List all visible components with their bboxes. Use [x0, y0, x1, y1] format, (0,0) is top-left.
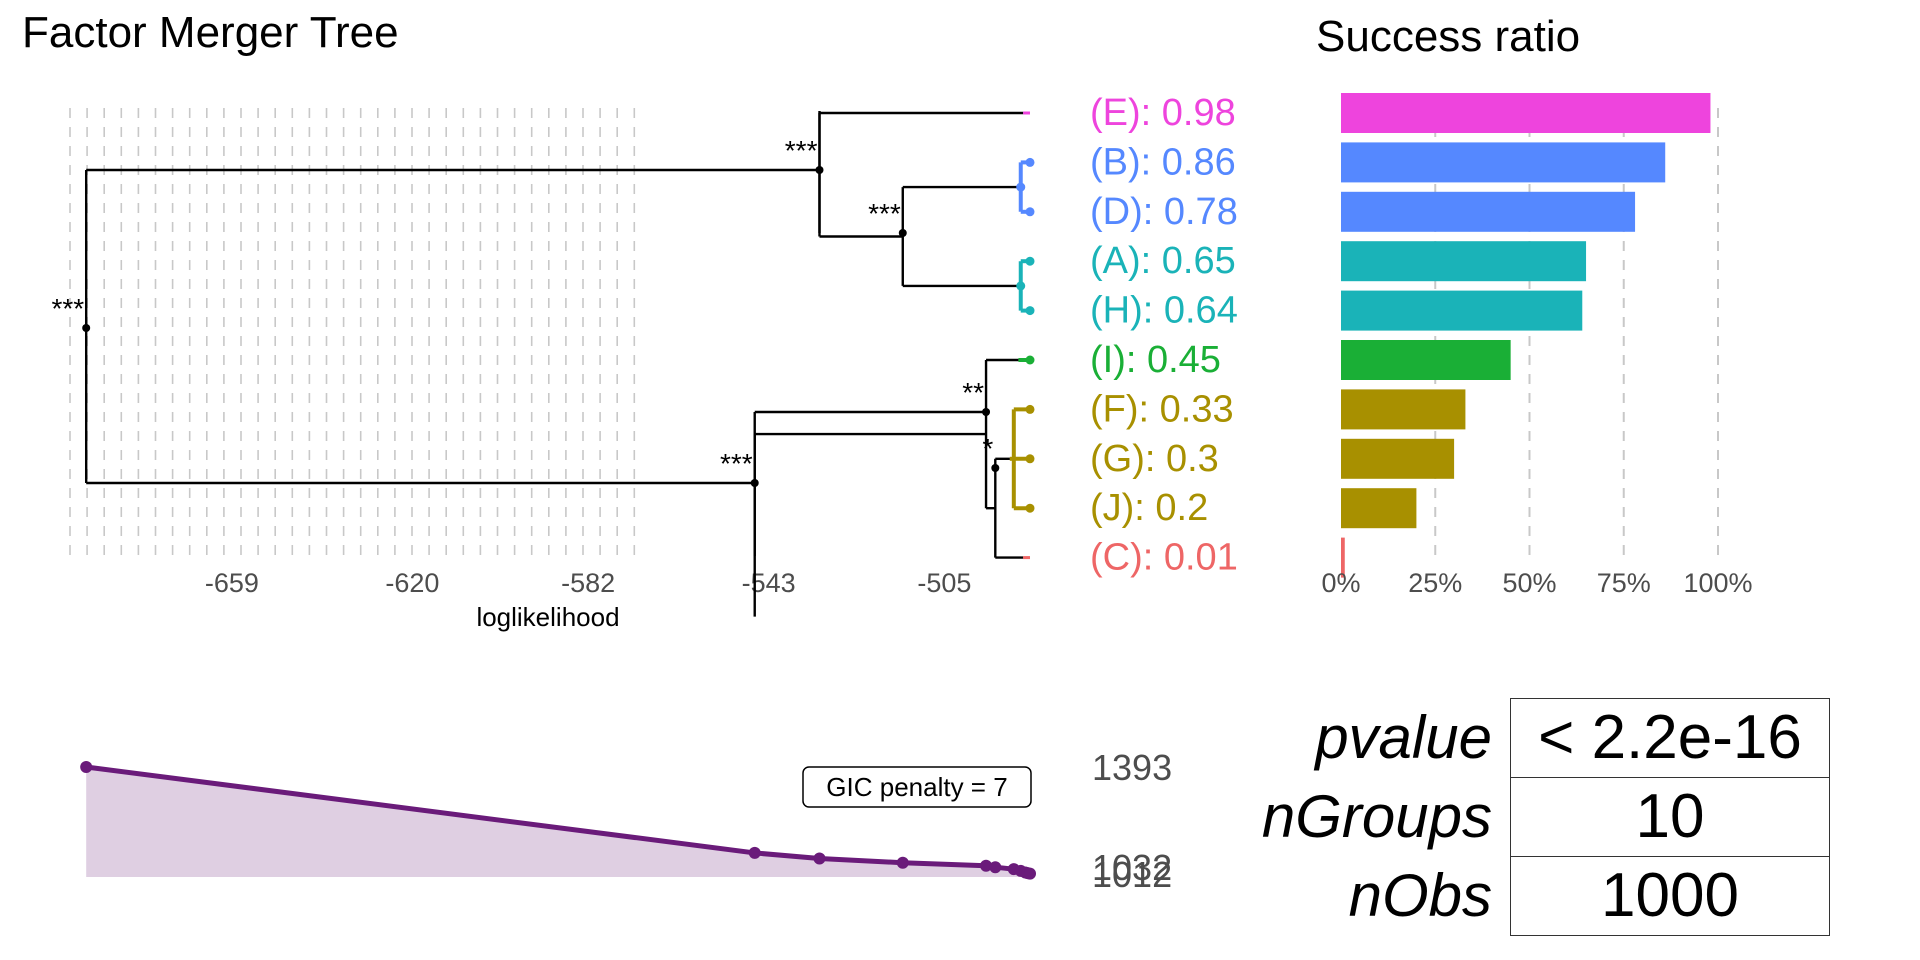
- tree-title: Factor Merger Tree: [22, 8, 399, 57]
- bar-H: [1341, 290, 1583, 331]
- bar-C: [1341, 537, 1345, 578]
- tree-merge-point: [898, 229, 907, 237]
- gic-right-label: 1012: [1092, 854, 1172, 895]
- tree-x-tick-label: -620: [385, 568, 439, 598]
- gic-point: [1024, 867, 1036, 880]
- tree-merge-point: [991, 464, 1000, 472]
- tree-significance-label: *: [982, 433, 993, 464]
- tree-significance-label: **: [962, 377, 984, 408]
- tree-significance-label: ***: [720, 448, 753, 479]
- bar-E: [1341, 93, 1711, 133]
- bar-x-tick-label: 25%: [1408, 568, 1462, 598]
- bar-x-tick-label: 100%: [1683, 568, 1752, 598]
- stats-row-pvalue: pvalue < 2.2e-16: [1222, 698, 1830, 778]
- gic-point: [813, 852, 826, 865]
- leaf-label: (D): 0.78: [1090, 191, 1238, 233]
- gic-right-label: 1393: [1092, 747, 1172, 788]
- leaf-label: (G): 0.3: [1090, 438, 1219, 480]
- tree-merge-point: [982, 408, 991, 416]
- tree-x-tick-label: -582: [561, 568, 615, 598]
- gic-right-label: 1032: [1092, 847, 1172, 888]
- tree-leaf-point: [1025, 157, 1035, 167]
- gic-penalty-box: [802, 766, 1032, 808]
- tree-x-tick-label: -505: [917, 568, 971, 598]
- tree-leaf-point: [1025, 404, 1035, 414]
- bar-x-tick-label: 50%: [1502, 568, 1556, 598]
- bar-chart-title: Success ratio: [1316, 12, 1581, 61]
- tree-significance-label: ***: [868, 198, 901, 229]
- bar-G: [1341, 438, 1455, 479]
- bar-I: [1341, 340, 1511, 380]
- tree-leaf-point: [1025, 207, 1035, 217]
- gic-area-fill: [86, 767, 1031, 877]
- bar-A: [1341, 241, 1587, 282]
- tree-leaf-point: [1025, 306, 1035, 316]
- bar-x-tick-label: 75%: [1597, 568, 1651, 598]
- tree-merge-point: [1016, 182, 1026, 192]
- bar-F: [1341, 389, 1466, 430]
- tree-significance-label: ***: [51, 293, 84, 324]
- tree-leaf-point: [1025, 454, 1035, 464]
- gic-point: [896, 856, 909, 869]
- ngroups-value: 10: [1510, 777, 1830, 857]
- nobs-value: 1000: [1510, 856, 1830, 936]
- stats-table: pvalue < 2.2e-16 nGroups 10 nObs 1000: [1222, 698, 1830, 936]
- leaf-label: (H): 0.64: [1090, 290, 1238, 332]
- tree-merge-point: [82, 324, 91, 332]
- leaf-label: (F): 0.33: [1090, 388, 1234, 430]
- ngroups-label: nGroups: [1261, 783, 1492, 850]
- leaf-label: (A): 0.65: [1090, 240, 1236, 282]
- nobs-label: nObs: [1348, 862, 1492, 929]
- tree-x-axis-label: loglikelihood: [476, 602, 619, 632]
- bar-B: [1341, 142, 1666, 183]
- gic-point: [989, 861, 1002, 874]
- stats-row-nobs: nObs 1000: [1222, 856, 1830, 936]
- tree-x-tick-label: -659: [205, 568, 259, 598]
- bar-J: [1341, 488, 1417, 529]
- bar-x-tick-label: 0%: [1321, 568, 1360, 598]
- tree-leaf-point: [1025, 355, 1035, 365]
- gic-point: [980, 859, 993, 872]
- gic-penalty-label: GIC penalty = 7: [826, 772, 1007, 802]
- gic-point: [80, 761, 93, 773]
- pvalue-label: pvalue: [1315, 704, 1492, 771]
- gic-point: [748, 846, 761, 859]
- tree-x-tick-label: -543: [742, 568, 796, 598]
- tree-merge-point: [815, 166, 824, 174]
- bar-D: [1341, 191, 1636, 232]
- leaf-label: (I): 0.45: [1090, 339, 1221, 381]
- tree-merge-point: [1016, 281, 1026, 291]
- stats-row-ngroups: nGroups 10: [1222, 777, 1830, 857]
- leaf-label: (C): 0.01: [1090, 537, 1238, 579]
- tree-leaf-point: [1025, 503, 1035, 513]
- tree-significance-label: ***: [785, 135, 818, 166]
- pvalue-value: < 2.2e-16: [1510, 698, 1830, 778]
- leaf-label: (J): 0.2: [1090, 487, 1208, 529]
- tree-merge-point: [750, 479, 759, 487]
- leaf-label: (E): 0.98: [1090, 92, 1236, 134]
- tree-leaf-point: [1025, 256, 1035, 266]
- leaf-label: (B): 0.86: [1090, 141, 1236, 183]
